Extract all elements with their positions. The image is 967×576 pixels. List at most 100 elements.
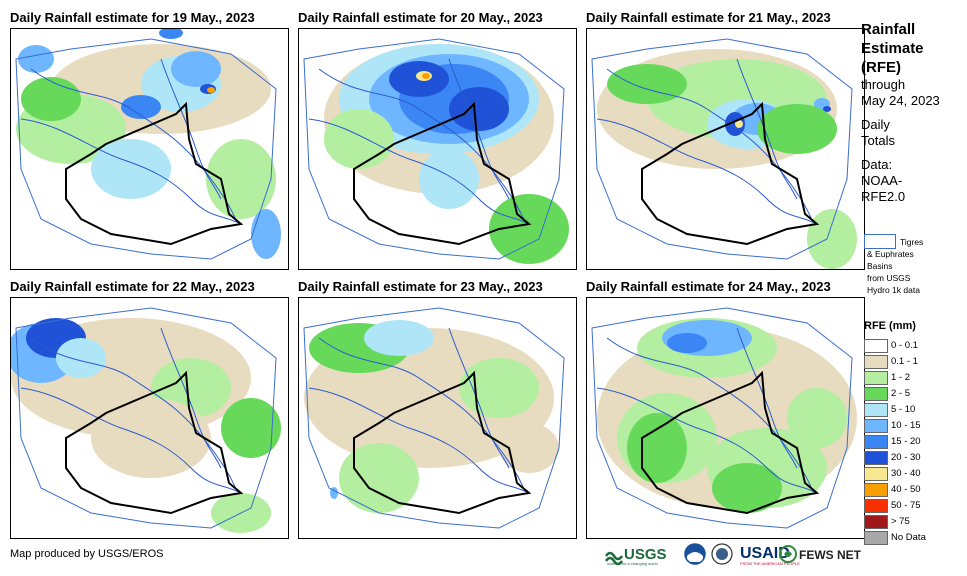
rainfall-area bbox=[807, 209, 857, 269]
rainfall-area bbox=[251, 209, 281, 259]
legend-label: 0 - 0.1 bbox=[891, 340, 918, 351]
legend-label: 40 - 50 bbox=[891, 484, 921, 495]
rainfall-area bbox=[91, 139, 171, 199]
rainfall-area bbox=[449, 87, 509, 131]
legend-item: 0 - 0.1 bbox=[864, 338, 964, 354]
legend-swatch bbox=[864, 419, 888, 433]
rainfall-area bbox=[221, 398, 281, 458]
river-line bbox=[736, 327, 798, 469]
sidebar-data-source-2: RFE2.0 bbox=[861, 189, 906, 204]
rainfall-area bbox=[757, 104, 837, 154]
legend-label: 0.1 - 1 bbox=[891, 356, 918, 367]
rainfall-area bbox=[735, 120, 743, 128]
map-canvas bbox=[303, 307, 565, 529]
legend-label: 15 - 20 bbox=[891, 436, 921, 447]
rainfall-area bbox=[91, 398, 211, 478]
rainfall-area bbox=[607, 64, 687, 104]
river-line bbox=[30, 337, 242, 494]
usaid-logo-text: USAID bbox=[740, 545, 790, 562]
partner-logos: USGS science for a changing world USAID … bbox=[604, 542, 864, 566]
rainfall-map bbox=[586, 297, 865, 539]
legend-item: No Data bbox=[864, 530, 964, 546]
river-line bbox=[160, 58, 222, 200]
legend-item: 0.1 - 1 bbox=[864, 354, 964, 370]
rainfall-area bbox=[627, 413, 687, 483]
rainfall-area bbox=[324, 109, 394, 169]
usgs-tagline: science for a changing world bbox=[607, 561, 658, 566]
basin-outline bbox=[303, 38, 565, 260]
river-line bbox=[448, 327, 510, 469]
rainfall-area bbox=[489, 194, 569, 264]
basin-outline bbox=[15, 38, 277, 260]
basin-line: Tigres bbox=[900, 237, 924, 247]
basin-outline bbox=[591, 307, 853, 529]
rainfall-area bbox=[499, 423, 559, 473]
country-border bbox=[65, 370, 244, 515]
fews-net-logo: FEWS NET bbox=[779, 545, 862, 563]
map-credit: Map produced by USGS/EROS bbox=[10, 548, 164, 560]
sidebar-title-line1: Rainfall bbox=[861, 21, 916, 38]
sidebar-title-line3: (RFE) bbox=[861, 59, 901, 76]
legend-label: 1 - 2 bbox=[891, 372, 911, 383]
panel-title: Daily Rainfall estimate for 20 May., 202… bbox=[298, 10, 543, 25]
basin-line: & Euphrates bbox=[867, 249, 914, 259]
rainfall-area bbox=[419, 149, 479, 209]
country-border bbox=[641, 101, 820, 246]
rainfall-area bbox=[459, 358, 539, 418]
basin-outline bbox=[591, 38, 853, 260]
rainfall-area bbox=[206, 139, 276, 219]
rainfall-map bbox=[10, 28, 289, 270]
rainfall-area bbox=[171, 51, 221, 87]
rainfall-area bbox=[667, 333, 707, 353]
map-canvas bbox=[591, 38, 857, 269]
rainfall-area bbox=[339, 443, 419, 513]
river-line bbox=[30, 68, 242, 225]
legend-item: 30 - 40 bbox=[864, 466, 964, 482]
sidebar-title-line2: Estimate bbox=[861, 40, 924, 57]
legend-swatch bbox=[864, 531, 888, 545]
sidebar-daily: Daily bbox=[861, 117, 890, 132]
legend-swatch bbox=[864, 515, 888, 529]
legend-swatch bbox=[864, 467, 888, 481]
river-line bbox=[448, 58, 510, 200]
river-line bbox=[596, 387, 818, 494]
rainfall-area bbox=[121, 95, 161, 119]
legend-label: 20 - 30 bbox=[891, 452, 921, 463]
legend-swatch bbox=[864, 435, 888, 449]
legend-item: 2 - 5 bbox=[864, 386, 964, 402]
legend-item: 10 - 15 bbox=[864, 418, 964, 434]
legend-item: 40 - 50 bbox=[864, 482, 964, 498]
rainfall-map bbox=[10, 297, 289, 539]
basin-line: from USGS bbox=[867, 273, 911, 283]
usaid-tagline: FROM THE AMERICAN PEOPLE bbox=[740, 561, 800, 566]
rainfall-map bbox=[298, 297, 577, 539]
legend-label: No Data bbox=[891, 532, 926, 543]
legend-label: 5 - 10 bbox=[891, 404, 916, 415]
river-line bbox=[596, 118, 818, 225]
legend-swatch bbox=[864, 371, 888, 385]
legend-item: 1 - 2 bbox=[864, 370, 964, 386]
legend-label: 10 - 15 bbox=[891, 420, 921, 431]
rainfall-map bbox=[298, 28, 577, 270]
river-line bbox=[20, 387, 242, 494]
panel-title: Daily Rainfall estimate for 21 May., 202… bbox=[586, 10, 831, 25]
rainfall-area bbox=[422, 73, 430, 79]
country-border bbox=[65, 101, 244, 246]
rainfall-map bbox=[586, 28, 865, 270]
river-line bbox=[308, 387, 530, 494]
noaa-logo bbox=[684, 543, 706, 565]
legend-sidebar: Rainfall Estimate (RFE) through May 24, … bbox=[861, 20, 965, 545]
map-canvas bbox=[303, 38, 569, 264]
river-line bbox=[606, 337, 818, 494]
legend-label: 50 - 75 bbox=[891, 500, 921, 511]
basin-legend-text: Tigres & Euphrates Basins from USGS Hydr… bbox=[867, 236, 967, 296]
river-line bbox=[160, 327, 222, 469]
rainfall-area bbox=[823, 106, 831, 112]
map-canvas bbox=[11, 307, 281, 533]
legend-swatch bbox=[864, 451, 888, 465]
legend-item: 20 - 30 bbox=[864, 450, 964, 466]
legend-swatch bbox=[864, 499, 888, 513]
rainfall-area bbox=[364, 320, 434, 356]
rainfall-area bbox=[18, 45, 54, 73]
rfe-legend: 0 - 0.1 0.1 - 1 1 - 2 2 - 5 5 - 10 10 - … bbox=[864, 338, 964, 546]
